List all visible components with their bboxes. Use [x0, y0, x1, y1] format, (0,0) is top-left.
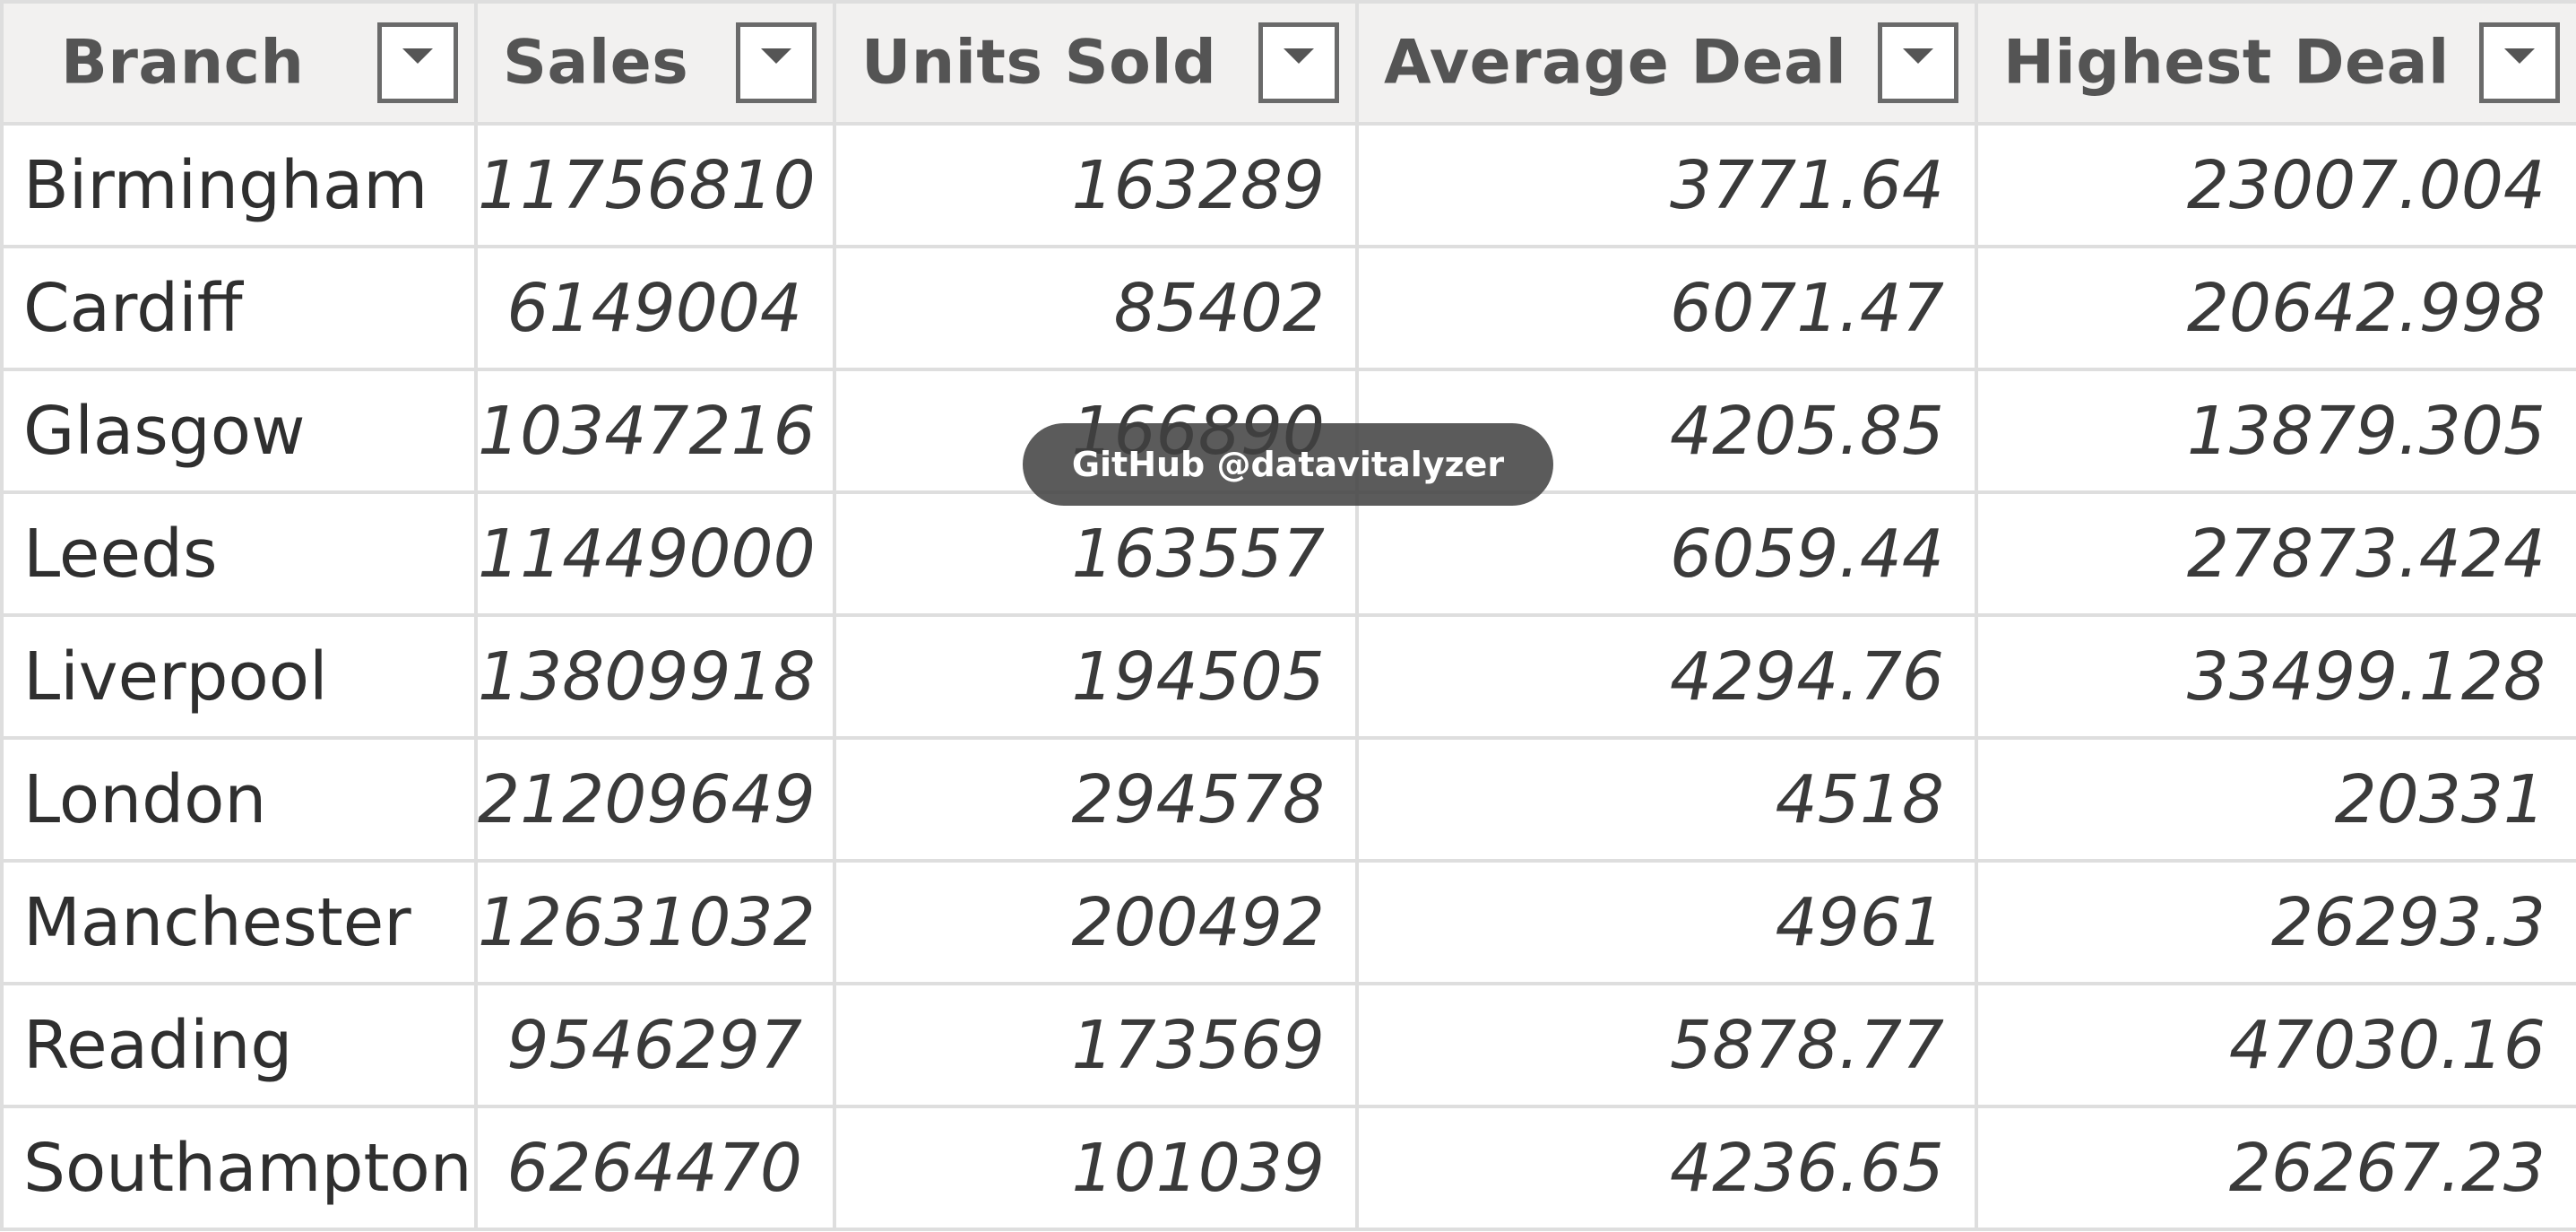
cell-units-sold: 200492	[833, 859, 1359, 985]
cell-average-deal: 6071.47	[1355, 245, 1978, 371]
cell-units-sold: 101039	[833, 1105, 1359, 1231]
dropdown-filter-icon[interactable]	[1878, 22, 1958, 103]
cell-branch: Reading	[0, 982, 478, 1108]
cell-average-deal: 3771.64	[1355, 122, 1978, 248]
dropdown-filter-icon[interactable]	[377, 22, 458, 103]
cell-average-deal: 6059.44	[1355, 490, 1978, 617]
cell-average-deal: 4236.65	[1355, 1105, 1978, 1231]
dropdown-filter-icon[interactable]	[1258, 22, 1339, 103]
cell-branch: Leeds	[0, 490, 478, 617]
cell-sales: 21209649	[474, 736, 836, 863]
column-header-units-sold[interactable]: Units Sold	[833, 0, 1359, 126]
cell-sales: 6149004	[474, 245, 836, 371]
cell-units-sold: 85402	[833, 245, 1359, 371]
cell-units-sold: 173569	[833, 982, 1359, 1108]
column-header-average-deal[interactable]: Average Deal	[1355, 0, 1978, 126]
column-header-branch[interactable]: Branch	[0, 0, 478, 126]
table-row[interactable]: Leeds 11449000 163557 6059.44 27873.424	[0, 490, 2576, 617]
cell-highest-deal: 13879.305	[1975, 368, 2576, 494]
cell-highest-deal: 26293.3	[1975, 859, 2576, 985]
cell-units-sold: 163557	[833, 490, 1359, 617]
cell-sales: 6264470	[474, 1105, 836, 1231]
column-header-highest-deal[interactable]: Highest Deal	[1975, 0, 2576, 126]
table-row[interactable]: Southampton 6264470 101039 4236.65 26267…	[0, 1105, 2576, 1231]
cell-branch: Manchester	[0, 859, 478, 985]
cell-average-deal: 4518	[1355, 736, 1978, 863]
cell-highest-deal: 20642.998	[1975, 245, 2576, 371]
cell-highest-deal: 26267.23	[1975, 1105, 2576, 1231]
table-row[interactable]: Liverpool 13809918 194505 4294.76 33499.…	[0, 613, 2576, 740]
cell-highest-deal: 33499.128	[1975, 613, 2576, 740]
cell-branch: Birmingham	[0, 122, 478, 248]
column-header-sales[interactable]: Sales	[474, 0, 836, 126]
cell-sales: 13809918	[474, 613, 836, 740]
cell-units-sold: 294578	[833, 736, 1359, 863]
column-header-label: Highest Deal	[2003, 27, 2450, 99]
cell-branch: London	[0, 736, 478, 863]
cell-branch: Liverpool	[0, 613, 478, 740]
table-header: Branch Sales Units Sold Average Deal Hig…	[0, 0, 2576, 126]
cell-units-sold: 194505	[833, 613, 1359, 740]
cell-sales: 11756810	[474, 122, 836, 248]
dropdown-filter-icon[interactable]	[736, 22, 817, 103]
table-row[interactable]: Birmingham 11756810 163289 3771.64 23007…	[0, 122, 2576, 248]
column-header-label: Sales	[503, 27, 689, 99]
column-header-label: Branch	[61, 27, 305, 99]
column-header-label: Average Deal	[1384, 27, 1847, 99]
header-row: Branch Sales Units Sold Average Deal Hig…	[0, 0, 2576, 126]
cell-branch: Glasgow	[0, 368, 478, 494]
cell-units-sold: 163289	[833, 122, 1359, 248]
table-row[interactable]: London 21209649 294578 4518 20331	[0, 736, 2576, 863]
cell-highest-deal: 20331	[1975, 736, 2576, 863]
cell-sales: 9546297	[474, 982, 836, 1108]
cell-branch: Cardiff	[0, 245, 478, 371]
cell-average-deal: 5878.77	[1355, 982, 1978, 1108]
watermark-badge: GitHub @datavitalyzer	[1023, 423, 1553, 506]
dropdown-filter-icon[interactable]	[2479, 22, 2560, 103]
column-header-label: Units Sold	[861, 27, 1217, 99]
cell-branch: Southampton	[0, 1105, 478, 1231]
cell-sales: 10347216	[474, 368, 836, 494]
table-body: Birmingham 11756810 163289 3771.64 23007…	[0, 122, 2576, 1231]
table-row[interactable]: Cardiff 6149004 85402 6071.47 20642.998	[0, 245, 2576, 371]
table-row[interactable]: Manchester 12631032 200492 4961 26293.3	[0, 859, 2576, 985]
cell-sales: 12631032	[474, 859, 836, 985]
cell-highest-deal: 23007.004	[1975, 122, 2576, 248]
cell-average-deal: 4961	[1355, 859, 1978, 985]
cell-highest-deal: 27873.424	[1975, 490, 2576, 617]
cell-highest-deal: 47030.16	[1975, 982, 2576, 1108]
cell-average-deal: 4294.76	[1355, 613, 1978, 740]
cell-sales: 11449000	[474, 490, 836, 617]
table-row[interactable]: Reading 9546297 173569 5878.77 47030.16	[0, 982, 2576, 1108]
